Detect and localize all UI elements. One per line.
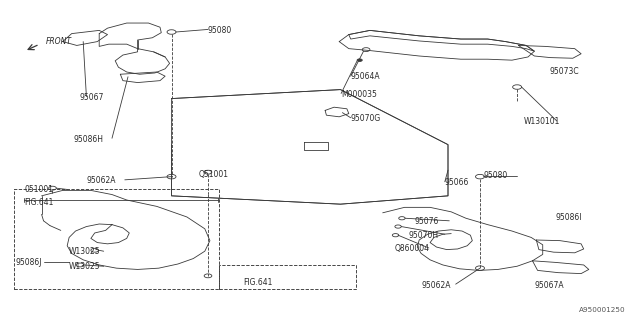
Text: 95080: 95080 [208, 26, 232, 35]
Text: 95076: 95076 [415, 217, 439, 226]
Text: M000035: M000035 [341, 90, 377, 99]
Text: 95064A: 95064A [351, 72, 380, 81]
Text: Q51001: Q51001 [198, 170, 228, 179]
Text: FRONT: FRONT [46, 37, 72, 46]
Text: 95086I: 95086I [556, 213, 582, 222]
Text: 95086H: 95086H [74, 135, 104, 144]
Text: 95067A: 95067A [534, 281, 564, 290]
Text: 051001: 051001 [24, 185, 53, 194]
Text: 95086J: 95086J [16, 258, 42, 267]
Circle shape [357, 59, 362, 61]
Text: FIG.641: FIG.641 [24, 198, 54, 207]
Bar [14, 189, 219, 289]
Bar [219, 265, 356, 289]
Text: 95062A: 95062A [86, 176, 116, 185]
Text: 95080: 95080 [483, 172, 508, 180]
Text: 95066: 95066 [445, 178, 469, 187]
Text: W13025: W13025 [69, 247, 100, 256]
Text: W13025: W13025 [69, 262, 100, 271]
Text: 95070H: 95070H [408, 231, 438, 240]
Text: FIG.641: FIG.641 [243, 278, 273, 287]
Text: W130101: W130101 [524, 117, 560, 126]
Text: 95067: 95067 [80, 93, 104, 102]
Text: 95073C: 95073C [549, 68, 579, 76]
Text: A950001250: A950001250 [579, 307, 626, 313]
Text: Q860004: Q860004 [394, 244, 429, 253]
Text: 95070G: 95070G [351, 114, 381, 123]
Text: 95062A: 95062A [421, 281, 451, 290]
